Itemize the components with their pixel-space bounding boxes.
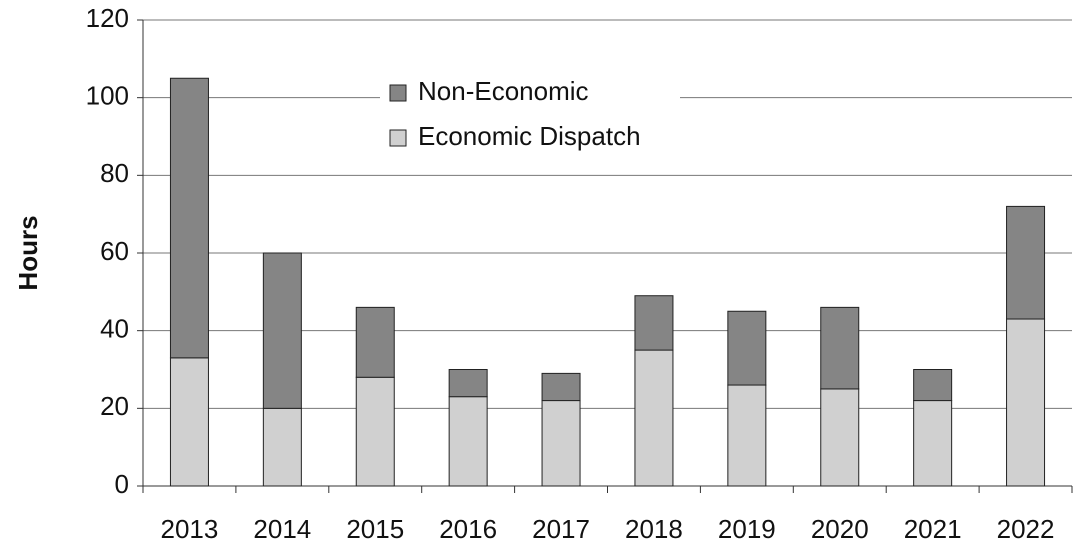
bar-segment xyxy=(448,396,488,487)
y-tick-label: 100 xyxy=(86,81,129,111)
x-tick-label: 2019 xyxy=(718,514,776,544)
x-tick-label: 2013 xyxy=(161,514,219,544)
bar-segment xyxy=(727,310,767,386)
x-tick-label: 2021 xyxy=(904,514,962,544)
bar-segment xyxy=(634,349,674,487)
legend-label: Economic Dispatch xyxy=(418,121,641,151)
bar-segment xyxy=(169,77,209,359)
x-tick-label: 2022 xyxy=(997,514,1055,544)
bar-segment xyxy=(727,384,767,487)
bar-segment xyxy=(820,306,860,390)
bar-segment xyxy=(541,372,581,402)
bar-segment xyxy=(355,306,395,378)
y-tick-label: 0 xyxy=(115,469,129,499)
bar-segment xyxy=(541,400,581,487)
y-tick-label: 80 xyxy=(100,158,129,188)
bar-segment xyxy=(355,376,395,487)
x-tick-label: 2014 xyxy=(253,514,311,544)
bar-segment xyxy=(262,407,302,487)
y-tick-label: 40 xyxy=(100,314,129,344)
y-axis-title: Hours xyxy=(13,215,43,290)
legend-swatch xyxy=(389,129,407,147)
x-tick-label: 2020 xyxy=(811,514,869,544)
bar-segment xyxy=(448,369,488,398)
bar-segment xyxy=(913,400,953,487)
x-tick-label: 2018 xyxy=(625,514,683,544)
legend-box xyxy=(380,72,680,162)
x-tick-label: 2016 xyxy=(439,514,497,544)
y-tick-label: 120 xyxy=(86,3,129,33)
y-tick-label: 60 xyxy=(100,236,129,266)
bar-segment xyxy=(169,357,209,487)
bar-segment xyxy=(913,369,953,402)
bar-segment xyxy=(634,295,674,351)
x-tick-label: 2015 xyxy=(346,514,404,544)
x-tick-label: 2017 xyxy=(532,514,590,544)
bar-segment xyxy=(820,388,860,487)
bar-segment xyxy=(1006,318,1046,487)
y-tick-label: 20 xyxy=(100,391,129,421)
bar-segment xyxy=(262,252,302,409)
legend-swatch xyxy=(389,84,407,102)
bar-segment xyxy=(1006,205,1046,320)
legend-label: Non-Economic xyxy=(418,76,589,106)
